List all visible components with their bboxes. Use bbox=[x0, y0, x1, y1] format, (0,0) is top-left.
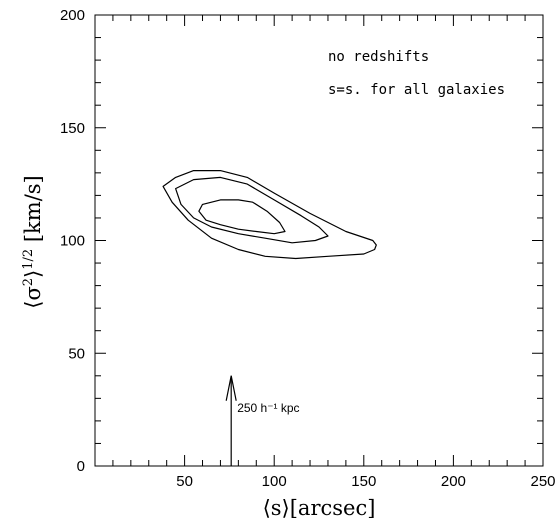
contour-outer bbox=[162, 170, 377, 260]
contour-lines bbox=[162, 170, 377, 260]
y-tick-label: 150 bbox=[60, 120, 85, 137]
y-title-unit: [km/s] bbox=[21, 175, 45, 249]
annotation-no-redshifts: no redshifts bbox=[328, 49, 429, 65]
scale-arrow-head bbox=[225, 375, 237, 401]
x-tick-label: 200 bbox=[441, 473, 466, 490]
y-title-sup2: 1/2 bbox=[21, 249, 36, 270]
y-tick-label: 100 bbox=[60, 233, 85, 250]
x-tick-label: 250 bbox=[530, 473, 555, 490]
y-tick-label: 200 bbox=[60, 7, 85, 24]
y-title-mid: ⟩ bbox=[21, 270, 45, 278]
x-axis-title: ⟨s⟩[arcsec] bbox=[263, 496, 376, 520]
scale-arrow: 250 h⁻¹ kpc bbox=[225, 375, 300, 466]
annotation-s-equal: s=s. for all galaxies bbox=[328, 82, 505, 98]
x-tick-label: 50 bbox=[176, 473, 193, 490]
y-title-sup1: 2 bbox=[21, 278, 36, 286]
contour-inner bbox=[198, 199, 286, 235]
x-tick-label: 150 bbox=[351, 473, 376, 490]
contour-middle bbox=[175, 176, 329, 244]
y-axis-title: ⟨σ2⟩1/2 [km/s] bbox=[21, 175, 45, 309]
y-tick-label: 0 bbox=[77, 458, 85, 475]
axis-ticks bbox=[95, 15, 543, 466]
x-tick-label: 100 bbox=[262, 473, 287, 490]
scale-arrow-label: 250 h⁻¹ kpc bbox=[237, 401, 299, 415]
y-tick-label: 50 bbox=[68, 345, 85, 362]
tick-labels: 50 100 150 200 250 0 50 100 150 200 bbox=[60, 7, 556, 490]
y-title-main: ⟨σ bbox=[21, 286, 45, 309]
